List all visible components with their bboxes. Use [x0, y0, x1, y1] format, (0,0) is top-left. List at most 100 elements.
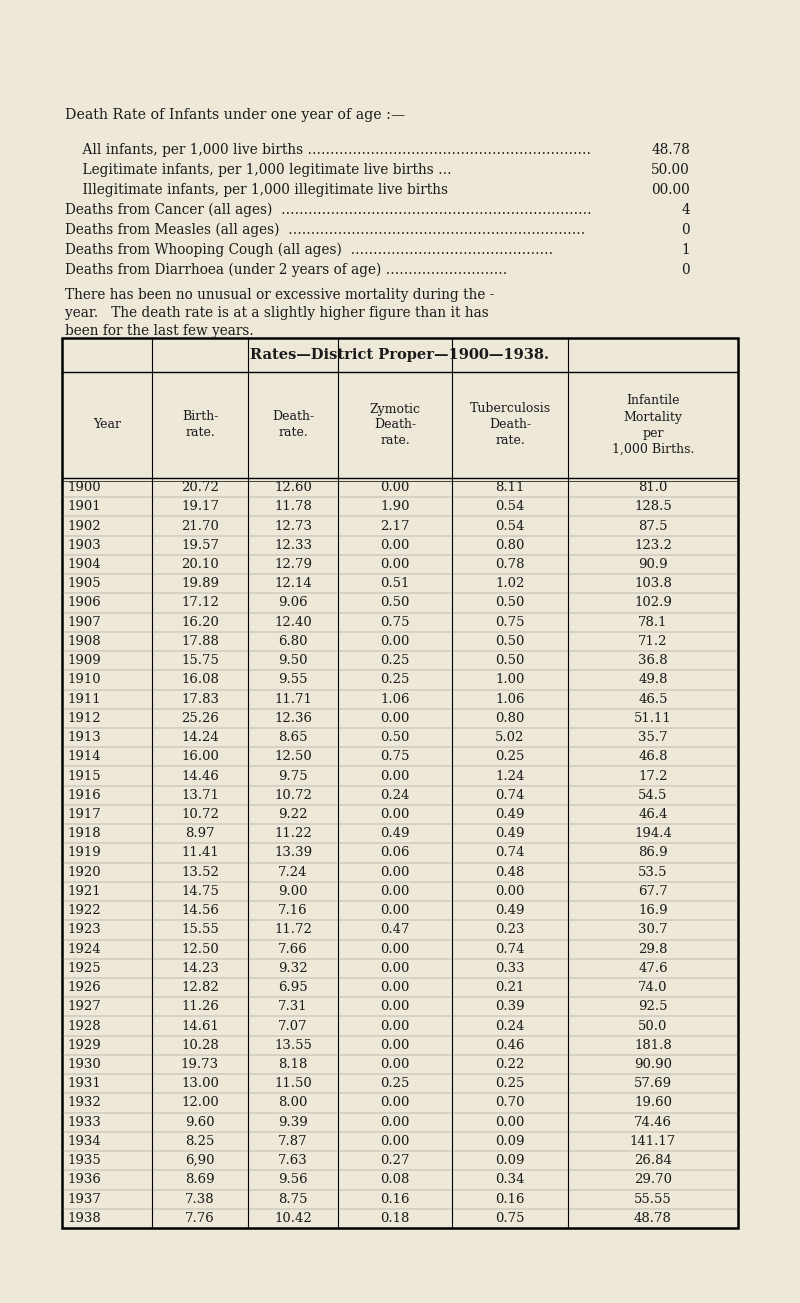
Text: 29.8: 29.8 [638, 942, 668, 955]
Text: 81.0: 81.0 [638, 481, 668, 494]
Text: 7.63: 7.63 [278, 1154, 308, 1167]
Text: 20.10: 20.10 [181, 558, 219, 571]
Text: 14.24: 14.24 [181, 731, 219, 744]
Text: 0.00: 0.00 [380, 1038, 410, 1052]
Text: 1.06: 1.06 [495, 693, 525, 706]
Text: 13.39: 13.39 [274, 847, 312, 860]
Text: 8.18: 8.18 [278, 1058, 308, 1071]
Text: 0.09: 0.09 [495, 1135, 525, 1148]
Text: 0.75: 0.75 [495, 1212, 525, 1225]
Text: 6.95: 6.95 [278, 981, 308, 994]
Text: 8.11: 8.11 [495, 481, 525, 494]
Text: 0.34: 0.34 [495, 1174, 525, 1187]
Text: 0.22: 0.22 [495, 1058, 525, 1071]
Text: 0.48: 0.48 [495, 865, 525, 878]
Text: 1.02: 1.02 [495, 577, 525, 590]
Text: 0.00: 0.00 [380, 1001, 410, 1014]
Text: 1900: 1900 [67, 481, 101, 494]
Text: 7.66: 7.66 [278, 942, 308, 955]
Text: Tuberculosis
Death-
rate.: Tuberculosis Death- rate. [470, 403, 550, 447]
Text: 57.69: 57.69 [634, 1078, 672, 1091]
Text: 5.02: 5.02 [495, 731, 525, 744]
Text: 11.78: 11.78 [274, 500, 312, 513]
Text: 0.00: 0.00 [380, 481, 410, 494]
Text: 12.33: 12.33 [274, 539, 312, 551]
Text: 9.75: 9.75 [278, 770, 308, 783]
Text: 1934: 1934 [67, 1135, 101, 1148]
Text: 0.09: 0.09 [495, 1154, 525, 1167]
Text: 0.00: 0.00 [380, 1019, 410, 1032]
Text: 0.27: 0.27 [380, 1154, 410, 1167]
Text: 92.5: 92.5 [638, 1001, 668, 1014]
Text: 1913: 1913 [67, 731, 101, 744]
Text: 103.8: 103.8 [634, 577, 672, 590]
Text: 1937: 1937 [67, 1192, 101, 1205]
Text: 46.8: 46.8 [638, 751, 668, 764]
Text: 6.80: 6.80 [278, 635, 308, 648]
Text: 1928: 1928 [67, 1019, 101, 1032]
Text: 9.60: 9.60 [185, 1115, 215, 1128]
Text: 0.00: 0.00 [380, 942, 410, 955]
Text: 0.00: 0.00 [380, 770, 410, 783]
Text: 30.7: 30.7 [638, 924, 668, 937]
Text: 19.89: 19.89 [181, 577, 219, 590]
Text: 13.52: 13.52 [181, 865, 219, 878]
Text: 0.39: 0.39 [495, 1001, 525, 1014]
Text: 0.74: 0.74 [495, 788, 525, 801]
Text: 12.50: 12.50 [274, 751, 312, 764]
Text: 90.90: 90.90 [634, 1058, 672, 1071]
Text: 50.00: 50.00 [651, 163, 690, 177]
Text: 102.9: 102.9 [634, 597, 672, 610]
Text: 0.49: 0.49 [495, 904, 525, 917]
Text: 12.73: 12.73 [274, 520, 312, 533]
Text: 1930: 1930 [67, 1058, 101, 1071]
Text: 11.26: 11.26 [181, 1001, 219, 1014]
Text: 7.76: 7.76 [185, 1212, 215, 1225]
Text: 12.36: 12.36 [274, 711, 312, 724]
Text: 53.5: 53.5 [638, 865, 668, 878]
Text: 48.78: 48.78 [651, 143, 690, 156]
Text: 1912: 1912 [67, 711, 101, 724]
Text: 0.25: 0.25 [380, 674, 410, 687]
Text: 1.90: 1.90 [380, 500, 410, 513]
Text: 0.00: 0.00 [495, 1115, 525, 1128]
Text: 12.50: 12.50 [181, 942, 219, 955]
Text: 1907: 1907 [67, 616, 101, 629]
Text: 54.5: 54.5 [638, 788, 668, 801]
Text: 1.00: 1.00 [495, 674, 525, 687]
Text: 1927: 1927 [67, 1001, 101, 1014]
Text: There has been no unusual or excessive mortality during the ­: There has been no unusual or excessive m… [65, 288, 494, 302]
Text: 0: 0 [682, 223, 690, 237]
Text: 26.84: 26.84 [634, 1154, 672, 1167]
Text: 74.0: 74.0 [638, 981, 668, 994]
Text: 29.70: 29.70 [634, 1174, 672, 1187]
Text: 1910: 1910 [67, 674, 101, 687]
Text: Deaths from Diarrhoea (under 2 years of age) ………………………: Deaths from Diarrhoea (under 2 years of … [65, 263, 507, 278]
Text: 0.18: 0.18 [380, 1212, 410, 1225]
Text: 1: 1 [682, 242, 690, 257]
Text: 12.14: 12.14 [274, 577, 312, 590]
Text: 0.50: 0.50 [380, 731, 410, 744]
Text: 6,90: 6,90 [186, 1154, 214, 1167]
Text: 1938: 1938 [67, 1212, 101, 1225]
Text: 1905: 1905 [67, 577, 101, 590]
Text: year.   The death rate is at a slightly higher figure than it has: year. The death rate is at a slightly hi… [65, 306, 489, 321]
Text: Deaths from Cancer (all ages)  ……………………………………………………………: Deaths from Cancer (all ages) …………………………… [65, 203, 592, 218]
Text: 181.8: 181.8 [634, 1038, 672, 1052]
Text: 8.75: 8.75 [278, 1192, 308, 1205]
Text: 11.50: 11.50 [274, 1078, 312, 1091]
Text: 1906: 1906 [67, 597, 101, 610]
Text: 0.00: 0.00 [380, 539, 410, 551]
Text: 15.55: 15.55 [181, 924, 219, 937]
Text: 16.20: 16.20 [181, 616, 219, 629]
Text: 0.00: 0.00 [380, 808, 410, 821]
Text: 2.17: 2.17 [380, 520, 410, 533]
Text: 0.54: 0.54 [495, 500, 525, 513]
Text: 0.54: 0.54 [495, 520, 525, 533]
Text: 1914: 1914 [67, 751, 101, 764]
Text: 14.23: 14.23 [181, 962, 219, 975]
Text: 1931: 1931 [67, 1078, 101, 1091]
Text: 00.00: 00.00 [651, 182, 690, 197]
Text: 0.74: 0.74 [495, 942, 525, 955]
Text: 1.24: 1.24 [495, 770, 525, 783]
